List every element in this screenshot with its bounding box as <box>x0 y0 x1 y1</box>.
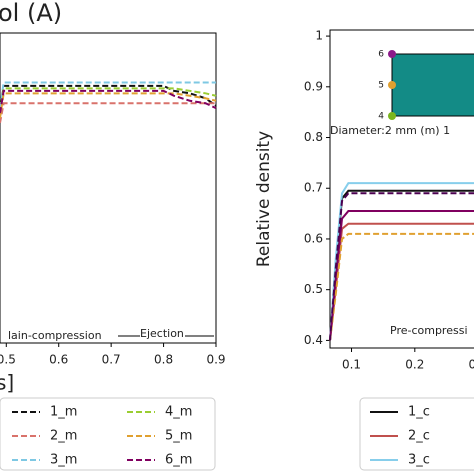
legend-label: 2_c <box>408 429 430 444</box>
x-tick-label: 0.1 <box>342 358 361 372</box>
y-tick-label: 0.7 <box>304 181 323 195</box>
y-tick-label: 0.8 <box>304 130 323 144</box>
y-tick-label: 1 <box>315 29 323 43</box>
x-tick-label: 0.2 <box>405 358 424 372</box>
inset-point <box>388 112 396 120</box>
legend-label: 4_m <box>165 405 192 420</box>
series-line <box>329 182 474 341</box>
inset-point <box>388 50 396 58</box>
legend-label: 2_m <box>50 429 77 444</box>
annotation: Pre-compressi <box>390 324 468 337</box>
legend-label: 1_c <box>408 405 430 420</box>
legend-label: 3_m <box>50 453 77 468</box>
y-tick-label: 0.6 <box>304 231 323 245</box>
inset-point-label: 4 <box>378 112 384 122</box>
legend-label: 3_c <box>408 453 430 468</box>
x-axis-label: s] <box>0 371 14 395</box>
y-tick-label: 0.5 <box>304 282 323 296</box>
series-line <box>0 89 217 114</box>
x-tick-label: 0.9 <box>206 353 225 367</box>
legend-label: 5_m <box>165 429 192 444</box>
legend-label: 6_m <box>165 453 192 468</box>
series-line <box>0 102 216 124</box>
series-line <box>0 81 216 109</box>
inset-point-label: 5 <box>378 81 384 91</box>
series-line <box>0 87 217 114</box>
series-line <box>329 222 474 341</box>
legend-box <box>359 397 474 471</box>
legend-box <box>0 397 216 471</box>
annotation: lain-compression <box>8 329 102 342</box>
plot-frame <box>329 29 474 349</box>
series-line <box>329 189 474 341</box>
y-tick-label: 0.4 <box>304 333 323 347</box>
y-axis-label: Relative density <box>254 131 274 267</box>
y-tick-label: 0.9 <box>304 79 323 93</box>
legend-label: 1_m <box>50 405 77 420</box>
series-line <box>329 232 474 341</box>
plot-frame <box>0 32 217 344</box>
x-tick-label: 0.6 <box>49 353 68 367</box>
annotation: Ejection <box>140 327 184 340</box>
x-tick-label: 0.3 <box>469 358 474 372</box>
inset-point <box>388 81 396 89</box>
inset-shape <box>391 53 474 117</box>
inset-point-label: 6 <box>378 50 384 60</box>
series-line <box>329 192 474 341</box>
x-tick-label: 0.8 <box>154 353 173 367</box>
inset-label: Diameter:2 mm (m) 1 <box>330 124 450 137</box>
x-tick-label: 0.7 <box>102 353 121 367</box>
chart-title: ol (A) <box>0 0 62 27</box>
series-line <box>329 210 474 341</box>
x-tick-label: 0.5 <box>0 353 16 367</box>
series-line <box>0 92 217 119</box>
